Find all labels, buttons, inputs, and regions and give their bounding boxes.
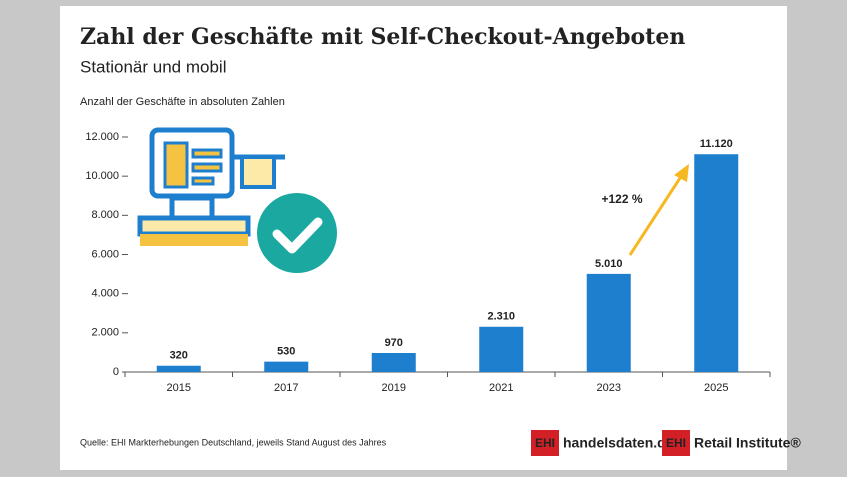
- y-tick-label: 0: [113, 366, 119, 378]
- bar: [156, 365, 201, 372]
- x-tick-label: 2025: [704, 382, 728, 394]
- x-tick-label: 2021: [489, 382, 513, 394]
- logo: handelsdaten.de: [563, 435, 674, 451]
- source: Quelle: EHI Markterhebungen Deutschland,…: [80, 437, 387, 447]
- chart-title: Zahl der Geschäfte mit Self-Checkout-Ang…: [80, 24, 685, 50]
- bar: [371, 353, 416, 372]
- value-label: 2.310: [487, 311, 515, 323]
- arrow-head: [674, 164, 689, 182]
- logo: Retail Institute®: [694, 435, 801, 451]
- y-tick-label: 12.000: [85, 131, 119, 143]
- chart-subtitle: Stationär und mobil: [80, 57, 226, 76]
- logo: EHI: [666, 436, 686, 450]
- x-tick-label: 2015: [167, 382, 191, 394]
- value-label: 5.010: [595, 258, 623, 270]
- annotation: +122 %: [601, 192, 642, 206]
- y-axis-label: Anzahl der Geschäfte in absoluten Zahlen: [80, 96, 285, 108]
- x-tick-label: 2019: [382, 382, 406, 394]
- value-label: 530: [277, 346, 295, 358]
- x-tick-label: 2023: [597, 382, 621, 394]
- bar: [264, 361, 309, 372]
- y-tick-label: 4.000: [91, 288, 119, 300]
- checkout-icon: [137, 127, 337, 273]
- growth-arrow: [628, 174, 684, 256]
- x-tick-label: 2017: [274, 382, 298, 394]
- value-label: 970: [385, 337, 403, 349]
- logo-box: [662, 430, 690, 456]
- value-label: 11.120: [700, 138, 733, 150]
- y-tick-label: 10.000: [85, 170, 119, 182]
- y-tick-label: 6.000: [91, 248, 119, 260]
- bar: [694, 154, 739, 372]
- value-label: 320: [170, 350, 188, 362]
- logo: EHI: [535, 436, 555, 450]
- bar: [479, 326, 524, 372]
- logo-box: [531, 430, 559, 456]
- y-tick-label: 8.000: [91, 209, 119, 221]
- bar: [586, 273, 631, 372]
- y-tick-label: 2.000: [91, 327, 119, 339]
